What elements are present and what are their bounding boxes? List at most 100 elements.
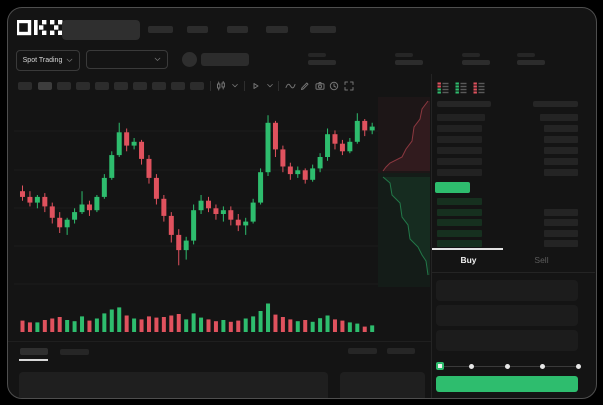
orderbook-price-column-header	[437, 101, 491, 107]
app-window: Spot Trading	[7, 7, 597, 399]
timeframe-button[interactable]	[18, 82, 32, 90]
order-book-bid-row[interactable]	[432, 238, 578, 249]
orderbook-view-combined-button[interactable]	[437, 82, 449, 94]
order-total-field[interactable]	[436, 330, 578, 351]
camera-icon	[315, 82, 325, 90]
nav-item-placeholder[interactable]	[310, 26, 336, 33]
nav-item-placeholder[interactable]	[187, 26, 208, 33]
toolbar-divider	[278, 81, 279, 91]
sell-tab-label: Sell	[534, 255, 549, 265]
indicators-button[interactable]	[284, 80, 296, 92]
bid-amount-bar	[544, 208, 578, 216]
active-tab-indicator	[432, 248, 503, 250]
ask-amount-bar	[544, 169, 578, 176]
bid-amount-bar	[544, 240, 578, 247]
orderbook-combined-icon	[437, 82, 449, 94]
order-book-bid-row[interactable]	[432, 207, 578, 218]
bottom-tab-placeholder[interactable]	[60, 349, 89, 355]
ask-amount-bar	[544, 147, 578, 154]
bid-amount-bar	[544, 229, 578, 237]
orders-side-placeholder	[340, 372, 425, 398]
nav-item-placeholder[interactable]	[227, 26, 248, 33]
section-divider	[8, 341, 431, 342]
timeframe-button[interactable]	[114, 82, 128, 90]
orderbook-view-asks-button[interactable]	[473, 82, 485, 94]
orderbook-view-bids-button[interactable]	[455, 82, 467, 94]
search-input[interactable]	[62, 20, 140, 40]
screenshot-button[interactable]	[314, 80, 326, 92]
pair-selector-dropdown[interactable]	[86, 50, 168, 69]
ticker-stat-label	[395, 53, 413, 57]
ask-price-bar	[437, 136, 482, 143]
clock-icon	[329, 81, 339, 91]
order-book-ask-row[interactable]	[432, 156, 578, 167]
bottom-action-placeholder[interactable]	[387, 348, 415, 354]
buy-button[interactable]	[436, 376, 578, 392]
chart-type-dropdown[interactable]	[229, 80, 241, 92]
chevron-down-icon	[154, 57, 161, 61]
chevron-down-icon	[232, 84, 238, 88]
bottom-tab-underline	[19, 359, 48, 361]
bottom-action-placeholder[interactable]	[348, 348, 377, 354]
ticker-stat-value	[395, 60, 423, 65]
slider-handle[interactable]	[436, 362, 444, 370]
timeframe-button-active[interactable]	[38, 82, 52, 90]
timeframe-button[interactable]	[171, 82, 185, 90]
buy-tab-label: Buy	[460, 255, 477, 265]
bid-price-bar	[437, 198, 482, 205]
market-type-label: Spot Trading	[22, 57, 63, 64]
order-book-bid-row[interactable]	[432, 228, 578, 239]
order-book-ask-row[interactable]	[432, 112, 578, 123]
expand-icon	[344, 81, 354, 91]
ticker-stat-value	[308, 60, 336, 65]
slider-stop-dot[interactable]	[469, 363, 474, 369]
slider-stop-dot[interactable]	[504, 363, 510, 369]
slider-stop-dot[interactable]	[540, 363, 545, 369]
chevron-down-icon	[267, 84, 273, 88]
replay-dropdown[interactable]	[264, 80, 276, 92]
tab-buy[interactable]: Buy	[432, 255, 505, 265]
order-book-bid-row[interactable]	[432, 217, 578, 228]
tab-sell[interactable]: Sell	[505, 255, 578, 265]
timeframe-button[interactable]	[95, 82, 109, 90]
pencil-icon	[301, 82, 309, 90]
timeframe-button[interactable]	[152, 82, 166, 90]
candlestick-chart[interactable]	[14, 97, 378, 335]
coin-icon	[182, 52, 197, 67]
bid-price-bar	[437, 240, 482, 247]
slider-stop-dot[interactable]	[575, 363, 581, 369]
play-icon	[253, 83, 259, 89]
order-book-ask-row[interactable]	[432, 123, 578, 134]
nav-item-placeholder[interactable]	[148, 26, 173, 33]
last-price-indicator[interactable]	[435, 182, 470, 193]
order-book-ask-row[interactable]	[432, 145, 578, 156]
orderbook-asks-icon	[473, 82, 485, 94]
order-amount-field[interactable]	[436, 305, 578, 326]
market-type-selector[interactable]: Spot Trading	[16, 50, 80, 71]
ask-price-bar	[437, 125, 482, 132]
timeframe-button[interactable]	[133, 82, 147, 90]
chart-type-button[interactable]	[215, 80, 227, 92]
timeframe-button[interactable]	[57, 82, 71, 90]
ask-price-bar	[437, 147, 482, 154]
ask-amount-bar	[544, 136, 578, 143]
order-book-bid-row[interactable]	[432, 196, 578, 207]
candlestick-icon	[217, 81, 225, 91]
order-price-field[interactable]	[436, 280, 578, 301]
nav-item-placeholder[interactable]	[266, 26, 288, 33]
replay-button[interactable]	[250, 80, 262, 92]
timeframe-button[interactable]	[190, 82, 204, 90]
history-button[interactable]	[328, 80, 340, 92]
timeframe-button[interactable]	[76, 82, 90, 90]
amount-slider[interactable]	[436, 360, 581, 372]
order-book-asks	[432, 112, 578, 178]
bid-price-bar	[437, 229, 482, 237]
order-book-ask-row[interactable]	[432, 167, 578, 178]
order-book-ask-row[interactable]	[432, 134, 578, 145]
draw-button[interactable]	[299, 80, 311, 92]
ticker-stat-label	[462, 53, 480, 57]
bid-price-bar	[437, 208, 482, 216]
bottom-tab-active-placeholder[interactable]	[20, 348, 48, 355]
fullscreen-button[interactable]	[343, 80, 355, 92]
bid-price-bar	[437, 219, 482, 226]
